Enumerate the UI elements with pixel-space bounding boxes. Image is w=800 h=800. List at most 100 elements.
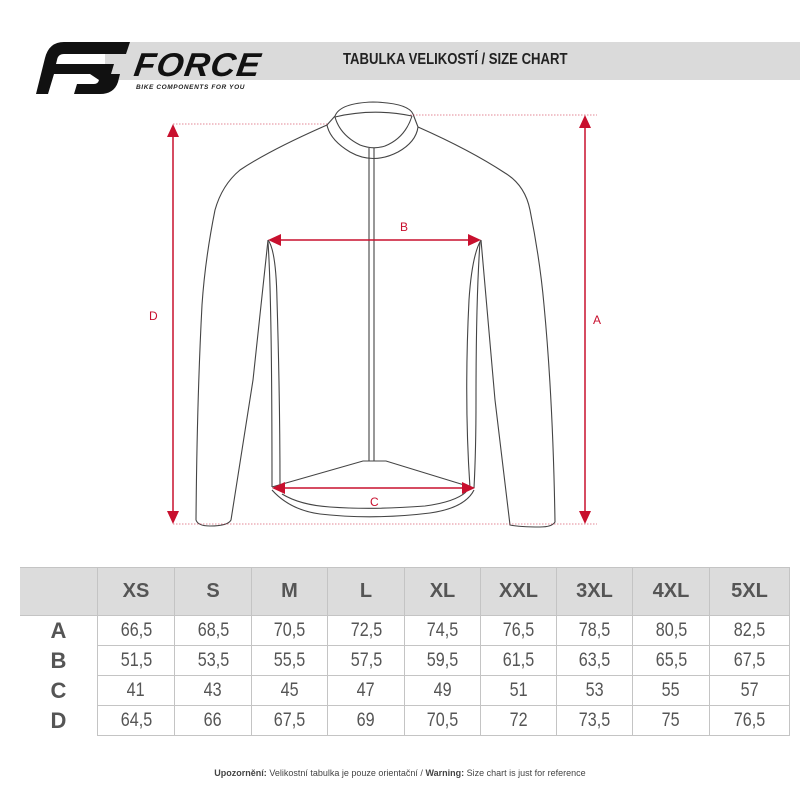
cell-value: 75: [662, 709, 680, 731]
size-header: M: [251, 567, 328, 616]
cell-value: 65,5: [655, 649, 687, 671]
arrowheads: [167, 115, 591, 524]
table-cell: 69: [327, 705, 405, 736]
jersey-outline: [195, 101, 556, 528]
cell-value: 72,5: [350, 619, 382, 641]
table-cell: 57,5: [327, 645, 405, 676]
table-cell: 80,5: [632, 615, 710, 646]
cell-value: 55,5: [273, 649, 306, 671]
page-title: TABULKA VELIKOSTÍ / SIZE CHART: [343, 51, 568, 68]
table-cell: 76,5: [480, 615, 557, 646]
row-label: C: [20, 675, 98, 706]
cell-value: 76,5: [502, 619, 535, 641]
table-row: D 64,5 66 67,5 69 70,5 72 73,5 75 76,5: [20, 705, 790, 736]
row-label: D: [20, 705, 98, 736]
size-header: S: [174, 567, 252, 616]
table-cell: 43: [174, 675, 252, 706]
size-header: 4XL: [632, 567, 710, 616]
cell-value: 51: [509, 679, 528, 701]
cell-value: 69: [357, 709, 375, 731]
cell-value: 57,5: [350, 649, 382, 671]
table-cell: 73,5: [556, 705, 633, 736]
cell-value: 53,5: [197, 649, 229, 671]
cell-value: 82,5: [733, 619, 766, 641]
cell-value: 63,5: [578, 649, 611, 671]
table-cell: 51: [480, 675, 557, 706]
cell-value: 72: [509, 709, 528, 731]
table-cell: 53,5: [174, 645, 252, 676]
table-cell: 55,5: [251, 645, 328, 676]
row-label: A: [20, 615, 98, 646]
force-logo-icon: [36, 42, 130, 94]
size-header: 5XL: [709, 567, 790, 616]
table-cell: 55: [632, 675, 710, 706]
cell-value: 49: [433, 679, 452, 701]
cell-value: 74,5: [426, 619, 459, 641]
table-cell: 41: [97, 675, 175, 706]
row-label: B: [20, 645, 98, 676]
table-cell: 74,5: [404, 615, 481, 646]
table-cell: 49: [404, 675, 481, 706]
cell-value: 68,5: [197, 619, 229, 641]
cell-value: 59,5: [426, 649, 459, 671]
cell-value: 53: [585, 679, 604, 701]
table-cell: 72,5: [327, 615, 405, 646]
cell-value: 73,5: [578, 709, 611, 731]
table-cell: 65,5: [632, 645, 710, 676]
cell-value: 70,5: [273, 619, 306, 641]
cell-value: 67,5: [733, 649, 766, 671]
table-cell: 66: [174, 705, 252, 736]
size-header: 3XL: [556, 567, 633, 616]
measurement-lines: [172, 114, 597, 525]
size-header: XS: [97, 567, 175, 616]
table-cell: 67,5: [251, 705, 328, 736]
cell-value: 45: [280, 679, 299, 701]
table-cell: 68,5: [174, 615, 252, 646]
table-cell: 63,5: [556, 645, 633, 676]
cz-warning-label: Upozornění:: [214, 768, 267, 778]
table-cell: 66,5: [97, 615, 175, 646]
cell-value: 66: [204, 709, 222, 731]
label-b: B: [400, 220, 409, 234]
cell-value: 47: [357, 679, 375, 701]
corner-cell: [20, 567, 98, 616]
cell-value: 76,5: [733, 709, 766, 731]
table-cell: 72: [480, 705, 557, 736]
size-header: L: [327, 567, 405, 616]
header-bar: [105, 42, 800, 80]
table-cell: 75: [632, 705, 710, 736]
cell-value: 67,5: [273, 709, 306, 731]
en-warning-label: Warning:: [425, 768, 465, 778]
table-row: B 51,5 53,5 55,5 57,5 59,5 61,5 63,5 65,5 67,5: [20, 645, 790, 676]
size-table: XS S M L XL XXL 3XL 4XL 5XL A 66,5 68,5 70,…: [20, 567, 790, 736]
table-cell: 51,5: [97, 645, 175, 676]
table-cell: 82,5: [709, 615, 790, 646]
table-cell: 70,5: [251, 615, 328, 646]
table-cell: 67,5: [709, 645, 790, 676]
cell-value: 66,5: [120, 619, 152, 641]
cell-value: 41: [127, 679, 145, 701]
size-header: XXL: [480, 567, 557, 616]
table-row: A 66,5 68,5 70,5 72,5 74,5 76,5 78,5 80,5 82,5: [20, 615, 790, 646]
table-cell: 59,5: [404, 645, 481, 676]
label-d: D: [149, 309, 158, 323]
table-cell: 53: [556, 675, 633, 706]
table-cell: 61,5: [480, 645, 557, 676]
label-c: C: [370, 495, 379, 509]
cell-value: 55: [662, 679, 680, 701]
cell-value: 64,5: [120, 709, 152, 731]
size-header: XL: [404, 567, 481, 616]
cell-value: 78,5: [578, 619, 611, 641]
size-header-row: XS S M L XL XXL 3XL 4XL 5XL: [20, 567, 790, 616]
en-warning-text: Size chart is just for reference: [466, 768, 586, 778]
table-cell: 64,5: [97, 705, 175, 736]
footer-note: Upozornění: Velikostní tabulka je pouze …: [0, 768, 800, 778]
cell-value: 70,5: [426, 709, 459, 731]
table-cell: 76,5: [709, 705, 790, 736]
table-cell: 47: [327, 675, 405, 706]
table-cell: 78,5: [556, 615, 633, 646]
table-cell: 57: [709, 675, 790, 706]
table-cell: 70,5: [404, 705, 481, 736]
brand-tagline: BIKE COMPONENTS FOR YOU: [136, 84, 246, 91]
cell-value: 57: [740, 679, 759, 701]
